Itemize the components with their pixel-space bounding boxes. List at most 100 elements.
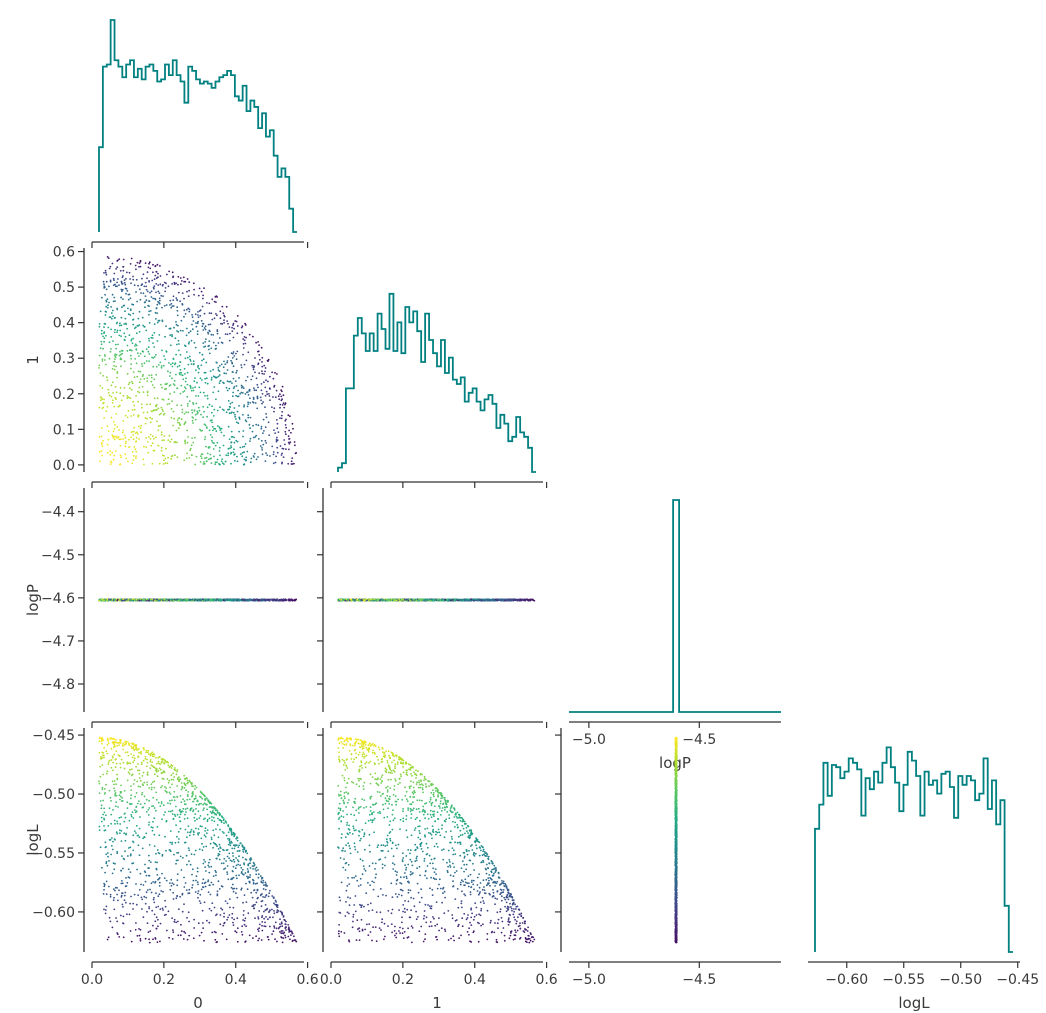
scatter-point	[126, 416, 129, 419]
scatter-point	[110, 312, 113, 314]
scatter-point	[228, 412, 231, 415]
scatter-point	[112, 430, 115, 433]
scatter-point	[157, 407, 160, 410]
scatter-point	[102, 406, 105, 409]
scatter-point	[138, 599, 140, 602]
scatter-point	[115, 365, 117, 368]
scatter-point	[171, 283, 174, 285]
scatter-point	[167, 456, 170, 459]
scatter-point	[193, 288, 196, 291]
scatter-point	[379, 598, 382, 601]
scatter-point	[134, 343, 137, 346]
scatter-point	[241, 455, 244, 458]
scatter-point	[184, 439, 187, 442]
scatter-point	[158, 885, 161, 887]
scatter-point	[113, 405, 116, 408]
scatter-point	[203, 312, 206, 315]
scatter-point	[226, 855, 229, 858]
scatter-point	[431, 598, 433, 601]
scatter-point	[152, 342, 154, 344]
scatter-point	[275, 455, 277, 458]
scatter-point	[218, 365, 221, 367]
scatter-point	[146, 403, 148, 406]
x-tick-label: −0.55	[882, 972, 925, 988]
scatter-point	[226, 380, 229, 383]
scatter-point	[274, 921, 277, 924]
scatter-point	[114, 805, 117, 808]
scatter-point	[219, 454, 221, 457]
scatter-point	[167, 370, 169, 373]
scatter-point	[188, 341, 191, 343]
scatter-point	[150, 336, 153, 339]
scatter-point	[144, 295, 147, 297]
scatter-point	[165, 304, 168, 306]
scatter-point	[202, 358, 205, 361]
scatter-point	[165, 447, 167, 450]
scatter-point	[238, 430, 241, 433]
scatter-point	[169, 384, 172, 386]
scatter-point	[165, 383, 168, 386]
scatter-point	[159, 265, 161, 267]
scatter-point	[126, 881, 129, 884]
scatter-point	[161, 319, 164, 322]
scatter-point	[181, 303, 184, 306]
scatter-point	[129, 308, 132, 311]
scatter-point	[129, 598, 132, 601]
scatter-point	[161, 386, 163, 389]
scatter-point	[261, 365, 264, 368]
scatter-point	[194, 346, 197, 349]
scatter-point	[160, 802, 163, 805]
scatter-point	[136, 300, 139, 303]
scatter-point	[122, 269, 125, 272]
scatter-point	[239, 446, 242, 449]
scatter-point	[132, 599, 135, 602]
scatter-point	[239, 599, 242, 602]
scatter-point	[104, 912, 107, 915]
scatter-point	[100, 329, 103, 332]
scatter-point	[291, 457, 294, 459]
scatter-point	[108, 357, 111, 360]
scatter-point	[101, 387, 104, 389]
scatter-point	[115, 391, 118, 394]
scatter-point	[155, 307, 158, 310]
scatter-point	[193, 409, 196, 411]
scatter-point	[235, 394, 238, 397]
scatter-point	[204, 861, 207, 863]
scatter-point	[232, 324, 234, 326]
scatter-point	[109, 350, 112, 353]
scatter-point	[134, 345, 136, 347]
scatter-point	[249, 867, 252, 869]
scatter-point	[124, 442, 127, 445]
scatter-point	[170, 302, 173, 305]
scatter-point	[217, 342, 220, 344]
scatter-point	[195, 455, 198, 458]
scatter-point	[257, 362, 260, 365]
scatter-point	[280, 414, 283, 417]
scatter-point	[155, 373, 158, 376]
scatter-point	[277, 395, 280, 398]
scatter-point	[252, 398, 255, 400]
scatter-point	[230, 451, 233, 454]
scatter-point	[114, 356, 117, 359]
scatter-point	[197, 311, 199, 313]
scatter-point	[182, 391, 185, 393]
scatter-point	[127, 383, 130, 386]
scatter-point	[143, 445, 145, 448]
scatter-point	[152, 263, 154, 266]
scatter-point	[227, 837, 229, 840]
scatter-point	[242, 901, 244, 904]
scatter-point	[164, 457, 167, 460]
scatter-point	[257, 916, 259, 918]
scatter-point	[175, 297, 178, 300]
scatter-point	[248, 333, 251, 336]
scatter-point	[188, 331, 190, 334]
scatter-point	[222, 366, 225, 369]
scatter-point	[130, 436, 133, 439]
scatter-point	[145, 348, 148, 350]
scatter-point	[224, 333, 227, 335]
scatter-point	[102, 799, 104, 802]
scatter-point	[209, 419, 212, 422]
scatter-point	[153, 397, 156, 400]
scatter-point	[110, 822, 112, 825]
scatter-point	[212, 829, 215, 832]
